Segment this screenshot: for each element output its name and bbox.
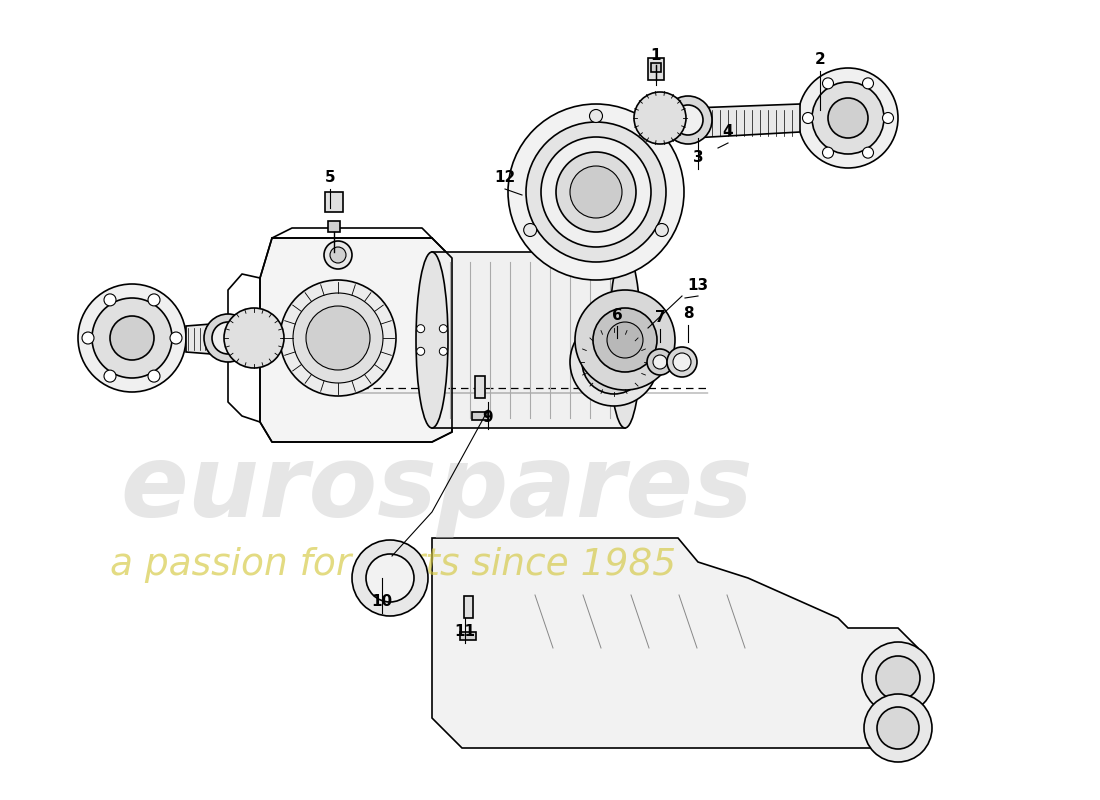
- Circle shape: [82, 332, 94, 344]
- Text: 4: 4: [723, 125, 734, 139]
- Circle shape: [570, 166, 622, 218]
- Circle shape: [526, 122, 666, 262]
- Bar: [472, 412, 488, 420]
- Text: 6: 6: [612, 307, 623, 322]
- Text: 13: 13: [688, 278, 708, 293]
- Text: 7: 7: [654, 310, 666, 326]
- Circle shape: [508, 104, 684, 280]
- Text: 11: 11: [454, 625, 475, 639]
- Circle shape: [653, 355, 667, 369]
- Circle shape: [330, 247, 346, 263]
- Bar: [328, 221, 340, 232]
- Bar: [651, 63, 661, 72]
- Circle shape: [324, 241, 352, 269]
- Circle shape: [104, 294, 116, 306]
- Circle shape: [582, 330, 646, 394]
- Circle shape: [366, 554, 414, 602]
- Circle shape: [110, 316, 154, 360]
- Circle shape: [352, 540, 428, 616]
- Circle shape: [864, 694, 932, 762]
- Circle shape: [204, 314, 252, 362]
- Bar: [324, 192, 343, 212]
- Bar: [464, 596, 473, 618]
- Text: 3: 3: [693, 150, 703, 166]
- Circle shape: [78, 284, 186, 392]
- Circle shape: [170, 332, 182, 344]
- Text: 8: 8: [683, 306, 693, 322]
- Circle shape: [541, 137, 651, 247]
- Circle shape: [656, 223, 669, 237]
- Circle shape: [798, 68, 898, 168]
- Circle shape: [148, 294, 159, 306]
- Circle shape: [556, 152, 636, 232]
- Circle shape: [212, 322, 244, 354]
- Circle shape: [293, 293, 383, 383]
- Circle shape: [439, 347, 448, 355]
- Circle shape: [647, 349, 673, 375]
- Ellipse shape: [416, 252, 448, 428]
- Circle shape: [92, 298, 172, 378]
- Circle shape: [594, 342, 634, 382]
- Circle shape: [439, 325, 448, 333]
- Bar: [475, 376, 485, 398]
- Text: 1: 1: [651, 47, 661, 62]
- Text: 12: 12: [494, 170, 516, 186]
- Circle shape: [823, 78, 834, 89]
- Polygon shape: [692, 104, 800, 138]
- Text: 10: 10: [372, 594, 393, 610]
- Circle shape: [224, 308, 284, 368]
- Text: 9: 9: [483, 410, 493, 426]
- Bar: [648, 58, 664, 80]
- Circle shape: [575, 290, 675, 390]
- Circle shape: [634, 92, 686, 144]
- Circle shape: [417, 325, 425, 333]
- Circle shape: [876, 656, 920, 700]
- Circle shape: [280, 280, 396, 396]
- Circle shape: [148, 370, 159, 382]
- Ellipse shape: [609, 252, 641, 428]
- Text: 5: 5: [324, 170, 336, 186]
- Text: 2: 2: [815, 53, 825, 67]
- Circle shape: [828, 98, 868, 138]
- Circle shape: [607, 322, 644, 358]
- Text: eurospares: eurospares: [120, 442, 752, 538]
- Polygon shape: [260, 238, 452, 442]
- Circle shape: [593, 308, 657, 372]
- Circle shape: [803, 113, 814, 123]
- Circle shape: [524, 223, 537, 237]
- Circle shape: [862, 78, 873, 89]
- Bar: [432, 252, 625, 428]
- Circle shape: [882, 113, 893, 123]
- Circle shape: [664, 96, 712, 144]
- Circle shape: [673, 105, 703, 135]
- Text: a passion for parts since 1985: a passion for parts since 1985: [110, 547, 676, 583]
- Circle shape: [862, 147, 873, 158]
- Circle shape: [812, 82, 884, 154]
- Circle shape: [104, 370, 116, 382]
- Bar: [460, 632, 476, 640]
- Circle shape: [306, 306, 370, 370]
- Polygon shape: [432, 538, 918, 748]
- Circle shape: [862, 642, 934, 714]
- Circle shape: [417, 347, 425, 355]
- Circle shape: [590, 110, 603, 122]
- Circle shape: [570, 318, 658, 406]
- Circle shape: [667, 347, 697, 377]
- Circle shape: [823, 147, 834, 158]
- Polygon shape: [186, 320, 262, 358]
- Circle shape: [673, 353, 691, 371]
- Circle shape: [877, 707, 918, 749]
